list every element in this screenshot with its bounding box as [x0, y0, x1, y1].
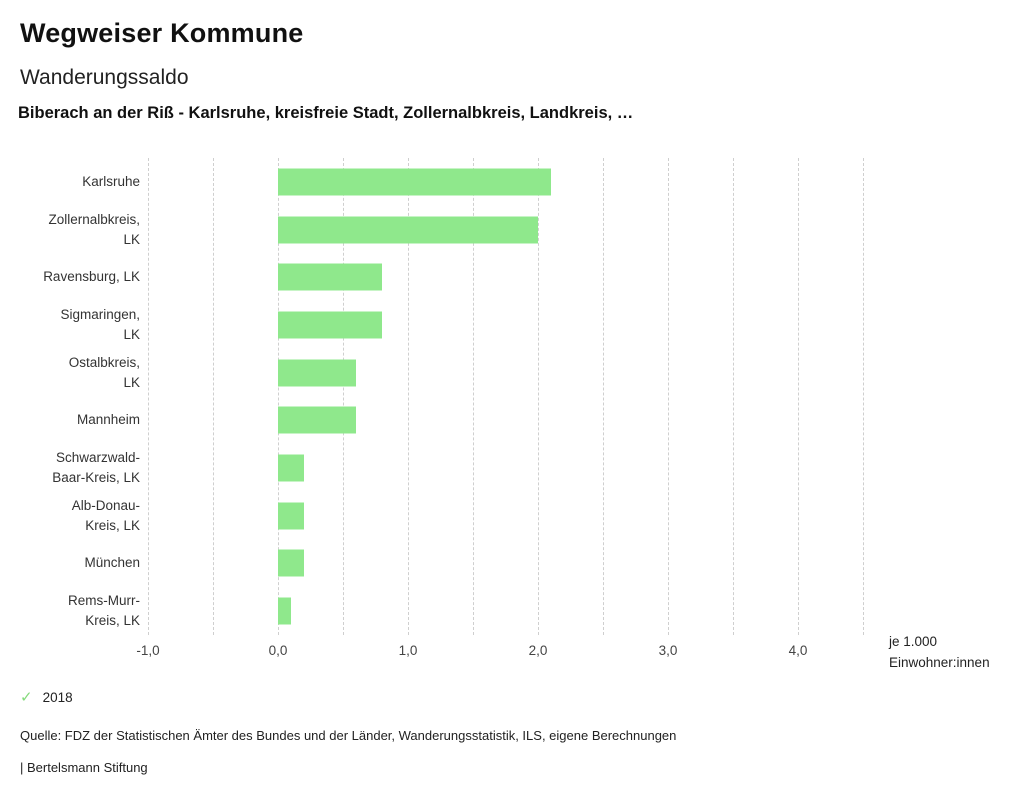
legend-item-2018[interactable]: ✓ 2018: [20, 688, 73, 706]
chart-selection-subtitle: Biberach an der Riß - Karlsruhe, kreisfr…: [18, 104, 634, 122]
bar: [278, 502, 304, 530]
gridline: [798, 158, 799, 635]
gridline: [538, 158, 539, 635]
category-label: Karlsruhe: [82, 173, 140, 189]
gridline: [408, 158, 409, 635]
axis-unit-line-1: je 1.000: [889, 634, 938, 649]
chart-row: Rems-Murr- Kreis, LK: [0, 587, 1024, 635]
category-label: Ostalbkreis, LK: [68, 354, 140, 390]
checkmark-icon: ✓: [20, 689, 33, 706]
chart-row: München: [0, 540, 1024, 588]
chart-title: Wanderungssaldo: [20, 66, 189, 89]
x-tick-label: 4,0: [788, 643, 808, 658]
category-label: München: [84, 555, 140, 571]
bar: [278, 549, 304, 577]
chart-row: Ravensburg, LK: [0, 253, 1024, 301]
gridline: [863, 158, 864, 635]
category-label: Sigmaringen, LK: [60, 306, 140, 342]
bar: [278, 454, 304, 482]
branding-note: | Bertelsmann Stiftung: [20, 760, 148, 775]
gridline: [473, 158, 474, 635]
x-tick-label: 2,0: [528, 643, 548, 658]
bar: [278, 263, 382, 291]
chart-row: Karlsruhe: [0, 158, 1024, 206]
bar: [278, 168, 551, 196]
gridline: [603, 158, 604, 635]
gridline: [278, 158, 279, 635]
category-label: Alb-Donau- Kreis, LK: [71, 497, 140, 533]
bar: [278, 311, 382, 339]
bar: [278, 597, 291, 625]
page-title: Wegweiser Kommune: [20, 18, 304, 48]
bar: [278, 359, 356, 387]
chart-row: Alb-Donau- Kreis, LK: [0, 492, 1024, 540]
x-tick-label: -1,0: [136, 643, 160, 658]
gridline: [343, 158, 344, 635]
x-tick-label: 0,0: [268, 643, 288, 658]
category-label: Zollernalbkreis, LK: [48, 211, 140, 247]
axis-unit-label: je 1.000 Einwohner:innen: [889, 631, 990, 673]
chart-row: Sigmaringen, LK: [0, 301, 1024, 349]
category-label: Rems-Murr- Kreis, LK: [68, 593, 140, 629]
legend-year-label: 2018: [42, 689, 73, 705]
x-tick-label: 1,0: [398, 643, 418, 658]
axis-unit-line-2: Einwohner:innen: [889, 655, 990, 670]
x-tick-label: 3,0: [658, 643, 678, 658]
bar: [278, 406, 356, 434]
chart-row: Schwarzwald- Baar-Kreis, LK: [0, 444, 1024, 492]
migration-balance-bar-chart: Karlsruhe Zollernalbkreis, LK Ravensburg, L…: [0, 158, 1024, 678]
bar: [278, 216, 538, 244]
chart-row: Mannheim: [0, 397, 1024, 445]
gridline: [668, 158, 669, 635]
chart-row: Zollernalbkreis, LK: [0, 206, 1024, 254]
source-note: Quelle: FDZ der Statistischen Ämter des …: [20, 728, 677, 743]
category-label: Schwarzwald- Baar-Kreis, LK: [52, 450, 140, 486]
gridline: [733, 158, 734, 635]
chart-row: Ostalbkreis, LK: [0, 349, 1024, 397]
gridline: [148, 158, 149, 635]
category-label: Mannheim: [76, 412, 140, 428]
category-label: Ravensburg, LK: [43, 269, 140, 285]
gridline: [213, 158, 214, 635]
